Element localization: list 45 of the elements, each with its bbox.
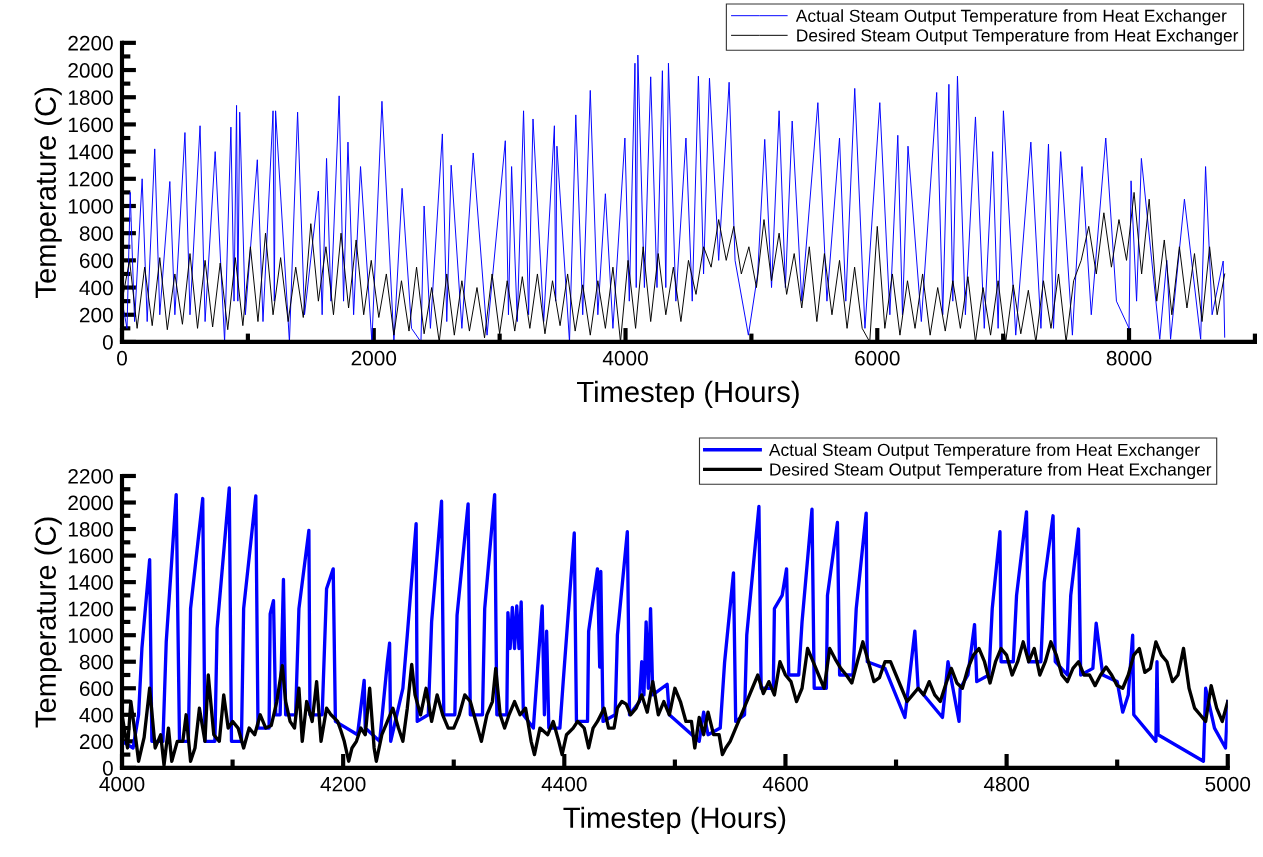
y-tick-label: 600 (79, 681, 113, 697)
y-tick-label: 800 (79, 654, 113, 670)
y-tick-label: 400 (79, 707, 113, 723)
y-tick-label: 1000 (68, 198, 113, 214)
y-tick-label: 1200 (68, 601, 113, 617)
x-tick-label: 4000 (602, 350, 648, 366)
legend-label: Desired Steam Output Temperature from Heat Exchanger (797, 28, 1239, 46)
x-axis-title: Timestep (Hours) (577, 380, 799, 408)
legend-label: Actual Steam Output Temperature from Heat Exchanger (795, 9, 1227, 26)
y-axis-title: Temperature (C) (34, 88, 62, 298)
y-tick-label: 0 (102, 334, 113, 350)
line-series (122, 486, 1228, 763)
y-tick-label: 1800 (68, 522, 113, 537)
legend-label: Desired Steam Output Temperature from Heat Exchanger (770, 462, 1212, 480)
y-tick-label: 200 (79, 307, 113, 323)
y-tick-label: 1800 (68, 90, 113, 105)
y-tick-label: 0 (102, 760, 113, 776)
y-tick-label: 1200 (68, 171, 113, 187)
x-tick-label: 2000 (351, 350, 397, 366)
x-tick-label: 4800 (983, 776, 1029, 792)
y-tick-label: 800 (79, 226, 113, 241)
x-tick-label: 5000 (1205, 776, 1251, 792)
y-axis-title: Temperature (C) (34, 517, 62, 728)
x-tick-label: 6000 (855, 350, 900, 366)
x-tick-label: 0 (117, 350, 127, 366)
x-tick-label: 4200 (320, 776, 366, 792)
y-tick-label: 2200 (68, 468, 113, 484)
y-tick-label: 1600 (68, 117, 113, 133)
legend-label: Actual Steam Output Temperature from Heat Exchanger (768, 443, 1200, 460)
x-tick-label: 4400 (541, 776, 587, 792)
line-series (122, 54, 1226, 342)
y-tick-label: 1400 (68, 575, 113, 590)
y-tick-label: 2000 (68, 495, 113, 511)
x-tick-label: 4600 (762, 776, 808, 792)
y-tick-label: 400 (79, 280, 113, 296)
y-tick-label: 1000 (68, 628, 113, 643)
x-tick-label: 4000 (99, 776, 145, 792)
y-tick-label: 1400 (68, 144, 113, 160)
y-tick-label: 1600 (68, 548, 113, 564)
x-tick-label: 8000 (1106, 350, 1152, 366)
y-tick-label: 2200 (68, 35, 113, 51)
y-tick-label: 200 (79, 734, 113, 750)
x-axis-title: Timestep (Hours) (563, 806, 786, 834)
y-tick-label: 600 (79, 253, 113, 269)
y-tick-label: 2000 (68, 63, 113, 78)
